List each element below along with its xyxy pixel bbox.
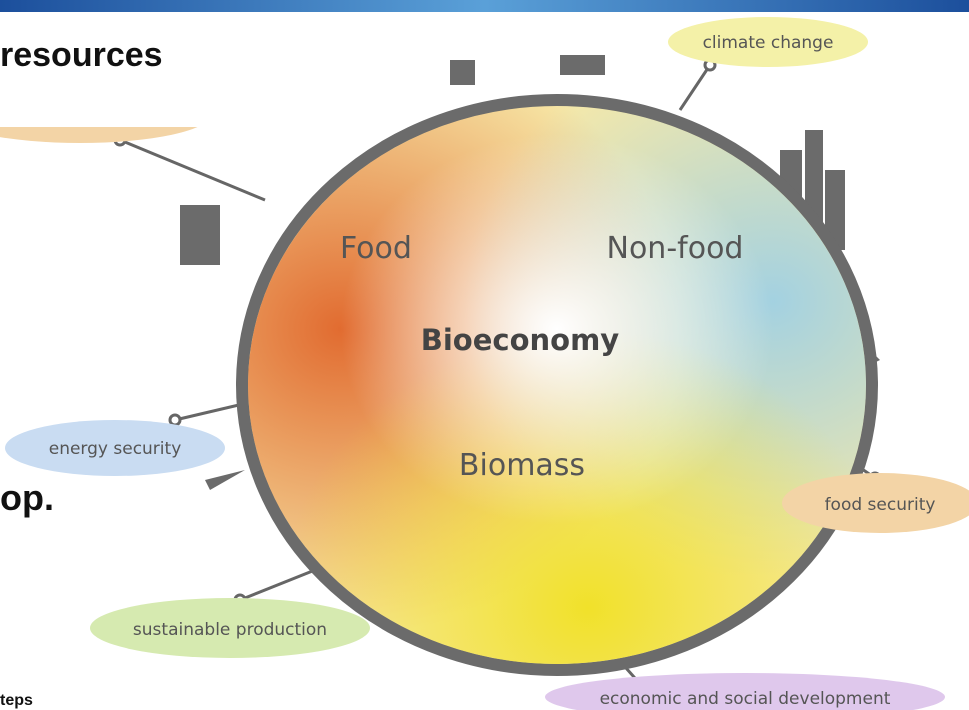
sector-label: Biomass [459,448,585,483]
slide-text: teps [0,692,33,709]
center-label: Bioeconomy [421,323,620,357]
slide: Food Non-food Bioeconomy Biomass climate… [0,0,969,710]
slide-text: op. [0,477,54,518]
slide-text: resources [0,36,163,74]
pill-label: economic and social development [600,689,891,709]
pill-label: climate change [703,33,834,53]
pill-label: sustainable production [133,620,327,640]
banner [0,0,969,12]
sector-label: Food [340,231,412,266]
gradient [248,106,866,664]
sector-label: Non-food [607,231,744,266]
pill-label: food security [825,495,936,515]
pill-label: energy security [49,439,182,459]
